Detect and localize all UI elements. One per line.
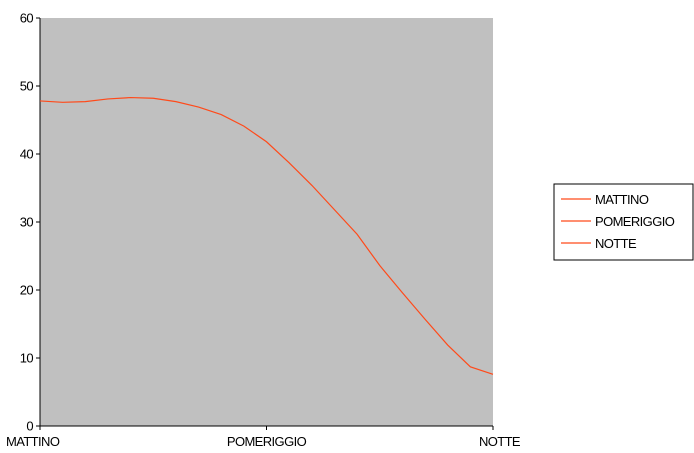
x-tick-label: NOTTE	[479, 434, 521, 449]
plot-area	[40, 18, 493, 426]
x-axis: MATTINO POMERIGGIO NOTTE	[6, 425, 522, 449]
y-axis: 0 10 20 30 40 50 60	[20, 11, 41, 434]
y-tick-label: 0	[26, 419, 33, 434]
y-tick-label: 20	[20, 283, 34, 298]
legend-label: MATTINO	[595, 192, 649, 207]
x-tick-label: MATTINO	[6, 434, 60, 449]
legend: MATTINO POMERIGGIO NOTTE	[553, 183, 694, 261]
y-tick-label: 30	[20, 215, 34, 230]
series-line	[39, 96, 494, 375]
y-tick-label: 10	[20, 351, 34, 366]
y-tick-label: 50	[20, 79, 34, 94]
y-tick-label: 60	[20, 11, 34, 26]
x-tick-label: POMERIGGIO	[227, 434, 307, 449]
legend-label: NOTTE	[595, 236, 637, 251]
y-tick-label: 40	[20, 147, 34, 162]
legend-box	[553, 183, 694, 261]
legend-label: POMERIGGIO	[595, 214, 675, 229]
